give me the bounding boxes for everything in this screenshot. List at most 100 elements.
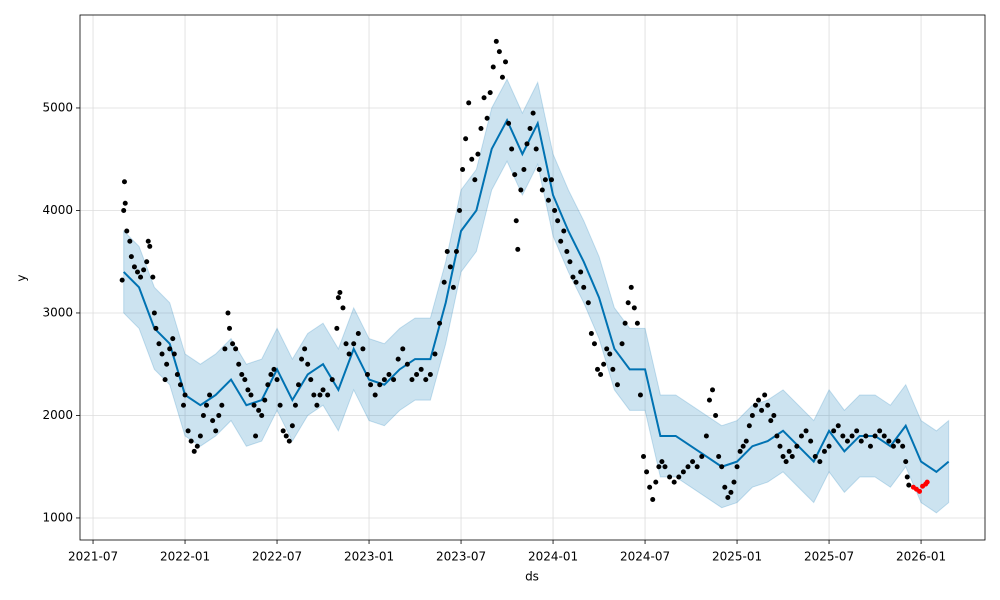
observed-point [289,423,295,429]
observed-point [150,274,156,280]
observed-point [320,387,326,393]
observed-point [242,377,248,383]
observed-point [706,397,712,403]
observed-point [216,412,222,418]
observed-point [305,361,311,367]
x-tick-label: 2026-01 [896,550,946,564]
observed-point [506,120,512,126]
x-tick-label: 2024-01 [528,550,578,564]
observed-point [463,136,469,142]
observed-point [414,371,420,377]
observed-point [377,382,383,388]
observed-point [423,377,429,383]
observed-point [277,402,283,408]
observed-point [737,448,743,454]
observed-point [647,484,653,490]
grid [80,15,985,540]
observed-point [625,300,631,306]
observed-point [499,74,505,80]
observed-point [863,433,869,439]
observed-point [147,243,153,249]
observed-point [386,371,392,377]
observed-point [740,443,746,449]
x-tick-label: 2025-07 [804,550,854,564]
observed-point [230,341,236,347]
observed-point [877,428,883,434]
observed-point [167,346,173,352]
observed-point [903,459,909,465]
observed-point [265,382,271,388]
observed-point [225,310,231,316]
observed-point [162,377,168,383]
observed-point [174,371,180,377]
observed-point [524,141,530,147]
observed-point [906,482,912,488]
observed-point [251,402,257,408]
observed-point [131,264,137,270]
observed-point [207,392,213,398]
observed-point [210,418,216,424]
observed-point [685,464,691,470]
observed-point [719,464,725,470]
observed-point [360,346,366,352]
y-tick-label: 2000 [42,408,73,422]
observed-point [746,423,752,429]
observed-point [650,497,656,503]
observed-point [513,218,519,224]
observed-point [752,402,758,408]
observed-point [256,407,262,413]
observed-point [222,346,228,352]
observed-point [671,479,677,485]
observed-point [756,397,762,403]
observed-point [656,464,662,470]
observed-point [308,377,314,383]
observed-point [895,438,901,444]
observed-point [858,438,864,444]
observed-point [676,474,682,480]
observed-point [271,366,277,372]
observed-point [786,448,792,454]
observed-point [444,248,450,254]
observed-point [904,474,910,480]
observed-point [762,392,768,398]
observed-point [466,100,472,106]
observed-point [274,377,280,383]
observed-point [253,433,259,439]
observed-point [346,351,352,357]
observed-point [585,300,591,306]
observed-point [521,166,527,172]
observed-point [699,453,705,459]
observed-point [181,402,187,408]
observed-point [817,459,823,465]
observed-point [368,382,374,388]
observed-point [780,453,786,459]
observed-point [329,377,335,383]
observed-point [219,402,225,408]
observed-point [124,228,130,234]
observed-point [268,371,274,377]
observed-point [233,346,239,352]
x-tick-label: 2023-07 [436,550,486,564]
observed-point [512,172,518,178]
observed-point [122,200,128,206]
uncertainty-band [123,78,950,514]
observed-point [188,438,194,444]
observed-point [236,361,242,367]
observed-point [628,284,634,290]
observed-point [527,125,533,131]
observed-point [872,433,878,439]
observed-point [185,428,191,434]
observed-point [400,346,406,352]
observed-point [539,187,545,193]
observed-point [340,305,346,311]
observed-point [292,402,298,408]
observed-point [197,433,203,439]
observed-point [890,443,896,449]
observed-point [171,351,177,357]
observed-point [194,443,200,449]
observed-point [144,259,150,265]
observed-point [515,246,521,252]
y-axis-label: y [15,274,29,281]
y-tick-label: 5000 [42,100,73,114]
